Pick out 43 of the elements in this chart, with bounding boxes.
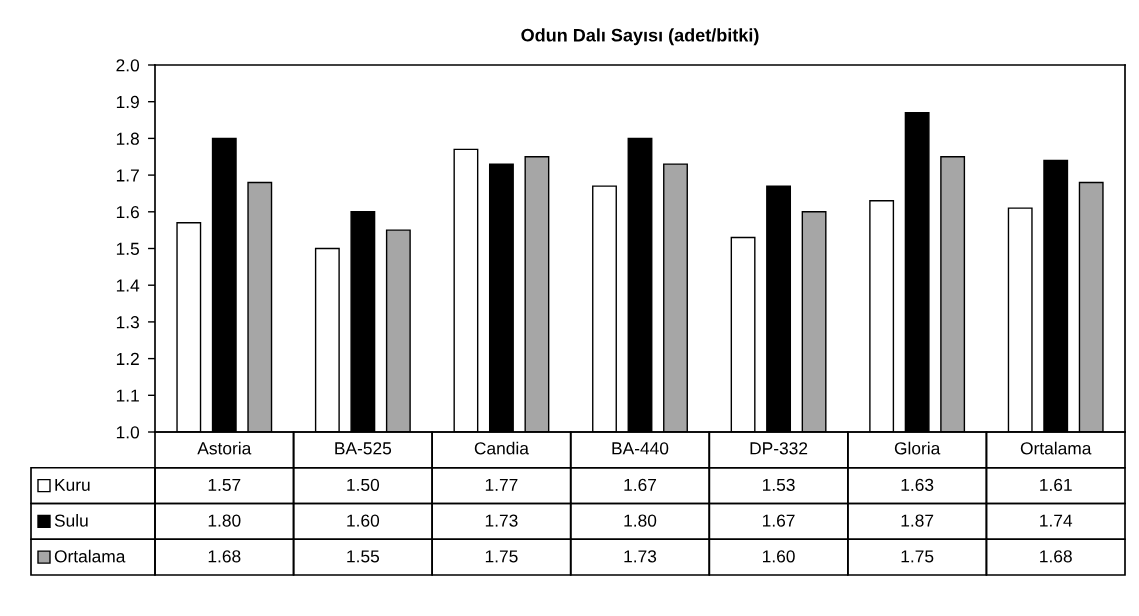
data-label: 1.67 <box>624 478 657 491</box>
y-tick-label: 1.8 <box>116 132 139 145</box>
data-label: 1.67 <box>763 514 795 527</box>
data-label: 1.60 <box>347 514 380 527</box>
data-label: 1.73 <box>485 514 518 527</box>
y-tick-label: 1.9 <box>116 95 139 109</box>
data-label: 1.87 <box>901 514 934 527</box>
data-label: 1.80 <box>208 514 241 527</box>
x-tick-label: BA-525 <box>335 442 392 455</box>
data-label: 1.68 <box>208 550 241 563</box>
y-tick-label: 2.0 <box>116 59 140 72</box>
legend-label: Sulu <box>54 514 88 527</box>
x-tick-label: Candia <box>474 441 529 455</box>
data-label: 1.63 <box>901 478 934 491</box>
data-label: 1.80 <box>624 514 657 527</box>
data-label: 1.77 <box>485 478 518 491</box>
x-tick-label: Gloria <box>894 441 941 455</box>
data-label: 1.60 <box>763 550 795 563</box>
y-tick-label: 1.4 <box>116 279 140 292</box>
data-label: 1.73 <box>624 550 657 563</box>
y-tick-label: 1.7 <box>116 169 139 182</box>
chart-title: Odun Dalı Sayısı (adet/bitki) <box>521 28 759 46</box>
data-label: 1.50 <box>347 478 380 491</box>
data-label: 1.75 <box>901 550 934 563</box>
y-tick-label: 1.6 <box>116 205 139 219</box>
legend-label: Kuru <box>55 478 90 491</box>
data-label: 1.68 <box>1040 550 1072 563</box>
y-tick-label: 1.0 <box>116 426 140 439</box>
x-tick-label: Ortalama <box>1020 441 1092 455</box>
data-label: 1.61 <box>1040 478 1072 491</box>
y-tick-label: 1.3 <box>116 316 139 329</box>
data-label: 1.75 <box>485 550 518 563</box>
data-label: 1.53 <box>763 478 795 491</box>
x-tick-label: Astoria <box>197 441 252 455</box>
y-tick-label: 1.5 <box>116 242 139 255</box>
y-tick-label: 1.2 <box>116 352 139 365</box>
data-label: 1.74 <box>1040 514 1073 527</box>
legend-label: Ortalama <box>54 549 126 563</box>
y-tick-label: 1.1 <box>116 389 139 402</box>
x-tick-label: DP-332 <box>750 442 808 455</box>
data-label: 1.55 <box>347 550 380 563</box>
x-tick-label: BA-440 <box>612 442 669 455</box>
data-label: 1.57 <box>208 478 241 491</box>
